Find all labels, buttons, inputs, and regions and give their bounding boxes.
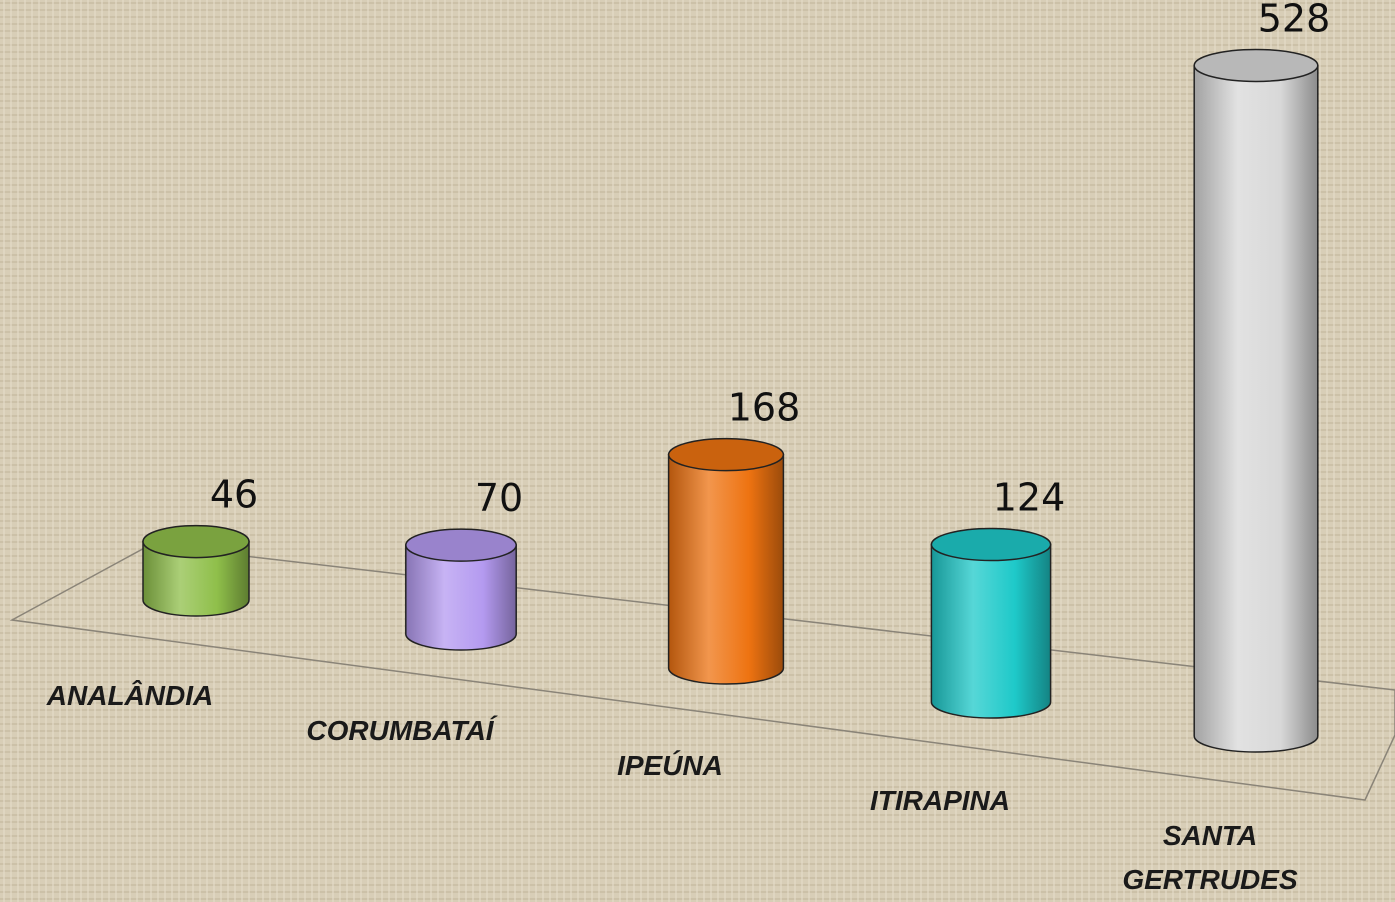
bar-top <box>405 528 517 562</box>
bar-top <box>142 524 250 559</box>
category-label: SANTA GERTRUDES <box>1122 820 1298 895</box>
value-label: 168 <box>728 386 801 430</box>
bar <box>142 540 250 617</box>
value-label: 124 <box>993 476 1066 520</box>
bars: 46 70 168 124 528 <box>142 0 1331 753</box>
category-label: ITIRAPINA <box>870 785 1010 816</box>
value-label: 46 <box>210 473 258 517</box>
category-label: ANALÂNDIA <box>46 680 214 711</box>
value-label: 528 <box>1258 0 1331 40</box>
bar <box>667 453 785 685</box>
bar-top <box>1193 48 1319 83</box>
value-label: 70 <box>475 476 523 520</box>
floor <box>9 544 1395 801</box>
category-label: IPEÚNA <box>617 750 723 781</box>
bar <box>1193 64 1319 753</box>
bar <box>405 544 517 651</box>
category-label: CORUMBATAÍ <box>306 715 494 746</box>
bar <box>930 543 1052 719</box>
bar-top <box>667 437 785 472</box>
bar-top <box>930 527 1052 562</box>
